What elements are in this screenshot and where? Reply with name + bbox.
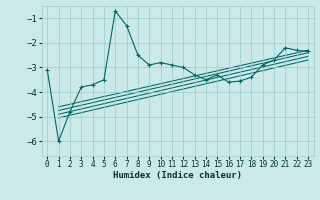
X-axis label: Humidex (Indice chaleur): Humidex (Indice chaleur) — [113, 171, 242, 180]
